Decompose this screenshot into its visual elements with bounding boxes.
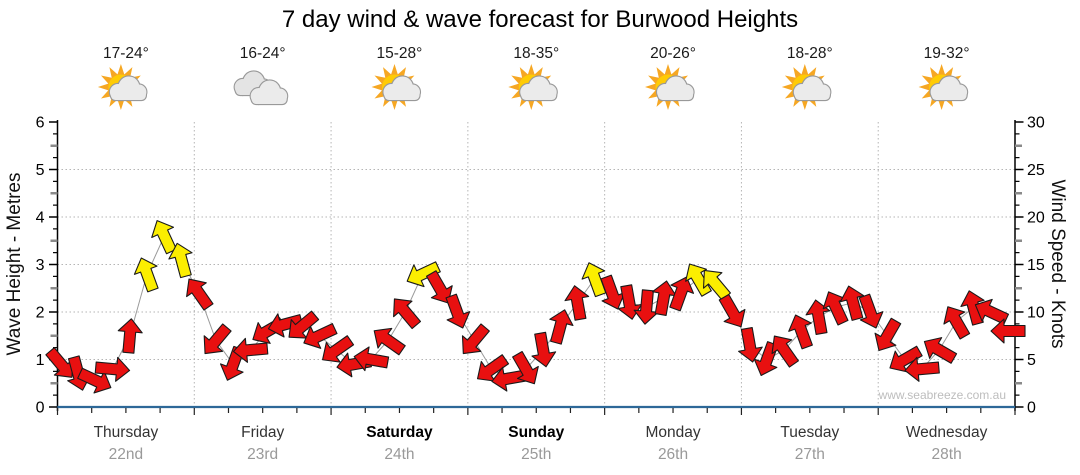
temperature-range-label: 16-24°	[240, 45, 286, 62]
partly-cloudy-icon	[781, 64, 832, 110]
day-date-label: 26th	[658, 446, 688, 463]
day-name-label: Monday	[645, 424, 700, 441]
right-axis-tick-label: 30	[1027, 115, 1045, 132]
wind-arrow	[133, 257, 159, 293]
wind-arrow	[94, 356, 131, 382]
wind-arrow	[353, 346, 390, 372]
right-axis-tick-label: 25	[1027, 162, 1045, 179]
left-axis-tick-label: 3	[36, 257, 45, 274]
watermark: www.seabreeze.com.au	[878, 388, 1006, 402]
day-date-label: 24th	[384, 446, 414, 463]
wind-arrow	[322, 335, 355, 363]
wind-arrow	[771, 335, 799, 368]
wind-arrow	[960, 290, 985, 326]
day-date-label: 28th	[932, 446, 962, 463]
wind-arrow	[303, 323, 338, 349]
partly-cloudy-icon	[371, 64, 422, 110]
cloud-shape	[792, 75, 832, 102]
wind-arrow	[168, 242, 193, 279]
right-axis-tick-label: 15	[1027, 257, 1045, 274]
left-axis-tick-label: 2	[36, 305, 45, 322]
wind-arrow	[406, 261, 441, 288]
wind-arrow	[564, 285, 590, 321]
wind-arrow	[203, 323, 232, 355]
partly-cloudy-icon	[97, 64, 148, 110]
day-name-label: Tuesday	[780, 424, 839, 441]
wind-arrow	[858, 293, 884, 329]
left-axis-tick-label: 5	[36, 162, 45, 179]
left-axis-tick-label: 0	[36, 400, 45, 417]
day-date-label: 23rd	[247, 446, 278, 463]
day-date-label: 27th	[795, 446, 825, 463]
wind-arrow	[904, 356, 940, 382]
day-name-label: Saturday	[366, 424, 433, 441]
temperature-range-label: 17-24°	[103, 45, 149, 62]
cloud-shape	[382, 75, 422, 102]
wind-arrow	[943, 306, 971, 340]
wind-arrow	[393, 298, 422, 330]
wind-arrow	[738, 327, 763, 363]
wind-arrow	[232, 337, 269, 363]
wind-arrow	[581, 262, 607, 298]
right-axis-tick-label: 5	[1027, 352, 1036, 369]
partly-cloudy-icon	[645, 64, 695, 110]
wind-arrow	[990, 318, 1026, 344]
cloud-shape	[519, 75, 558, 102]
left-axis-tick-label: 4	[36, 210, 45, 227]
right-axis-tick-label: 0	[1027, 400, 1036, 417]
cloudy-icon	[233, 70, 289, 106]
cloud-shape	[929, 75, 969, 102]
day-date-label: 22nd	[109, 446, 143, 463]
temperature-range-label: 18-35°	[513, 45, 559, 62]
wind-arrow	[425, 270, 453, 304]
wind-arrow	[549, 309, 574, 345]
cloud-shape	[108, 75, 148, 102]
right-axis-tick-label: 10	[1027, 305, 1045, 322]
cloud-shape	[249, 79, 289, 106]
wind-arrow	[788, 314, 813, 350]
wind-arrow	[718, 293, 746, 328]
page-title: 7 day wind & wave forecast for Burwood H…	[281, 6, 799, 33]
right-axis-tick-label: 20	[1027, 210, 1045, 227]
wind-arrow	[923, 337, 958, 364]
wind-arrow	[974, 298, 1010, 325]
partly-cloudy-icon	[508, 64, 558, 110]
temperature-range-label: 20-26°	[650, 45, 696, 62]
wind-arrow	[874, 317, 902, 352]
wind-arrow	[512, 350, 539, 385]
cloud-shape	[655, 75, 695, 102]
wind-arrow	[186, 278, 214, 311]
wind-arrow	[461, 323, 490, 355]
wind-arrow	[685, 263, 712, 297]
day-date-label: 25th	[521, 446, 551, 463]
day-name-label: Sunday	[508, 424, 564, 441]
wind-arrow	[669, 276, 695, 312]
wind-arrow	[839, 285, 865, 321]
temperature-range-label: 19-32°	[924, 45, 970, 62]
day-name-label: Wednesday	[906, 424, 988, 441]
wind-arrow	[373, 327, 406, 356]
wind-arrow	[445, 293, 471, 329]
temperature-range-label: 15-28°	[377, 45, 423, 62]
left-axis-tick-label: 1	[36, 352, 45, 369]
wind-arrow	[151, 220, 178, 255]
left-axis-tick-label: 6	[36, 115, 45, 132]
temperature-range-label: 18-28°	[787, 45, 833, 62]
wind-arrow	[531, 331, 557, 368]
wind-arrow	[117, 318, 143, 354]
partly-cloudy-icon	[918, 64, 969, 110]
day-name-label: Friday	[241, 424, 284, 441]
day-name-label: Thursday	[94, 424, 159, 441]
